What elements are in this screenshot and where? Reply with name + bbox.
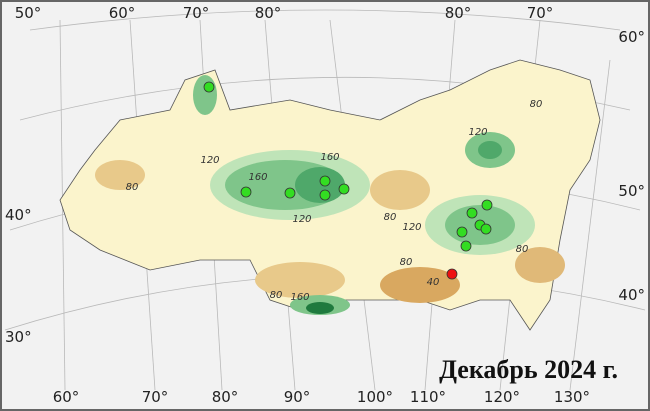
coord-label: 60° (618, 28, 645, 46)
coord-label: 90° (284, 388, 311, 406)
coord-label: 100° (357, 388, 393, 406)
contour-label: 80 (126, 182, 139, 193)
coord-label: 50° (618, 182, 645, 200)
contour-label: 160 (320, 152, 339, 163)
coord-label: 70° (527, 4, 554, 22)
coord-label: 80° (212, 388, 239, 406)
contour-label: 120 (402, 222, 421, 233)
contour-label: 120 (468, 127, 487, 138)
contour-label: 80 (270, 290, 283, 301)
coord-label: 50° (15, 4, 42, 22)
contour-label: 80 (516, 244, 529, 255)
coord-label: 80° (255, 4, 282, 22)
coord-label: 120° (484, 388, 520, 406)
contour-label: 120 (292, 214, 311, 225)
contour-label: 120 (200, 155, 219, 166)
contour-label: 40 (427, 277, 440, 288)
coord-label: 60° (109, 4, 136, 22)
coord-label: 40° (5, 206, 32, 224)
contour-label: 160 (290, 292, 309, 303)
coord-label: 80° (445, 4, 472, 22)
coord-label: 70° (142, 388, 169, 406)
contour-label: 80 (400, 257, 413, 268)
stations (203, 81, 493, 280)
contour-label: 80 (384, 212, 397, 223)
coord-label: 70° (183, 4, 210, 22)
caption: Декабрь 2024 г. (439, 355, 618, 384)
coord-label: 130° (554, 388, 590, 406)
coord-label: 60° (53, 388, 80, 406)
coord-label: 30° (5, 328, 32, 346)
contour-label: 160 (248, 172, 267, 183)
contour-label: 80 (530, 99, 543, 110)
coord-label: 110° (410, 388, 446, 406)
coord-label: 40° (618, 286, 645, 304)
